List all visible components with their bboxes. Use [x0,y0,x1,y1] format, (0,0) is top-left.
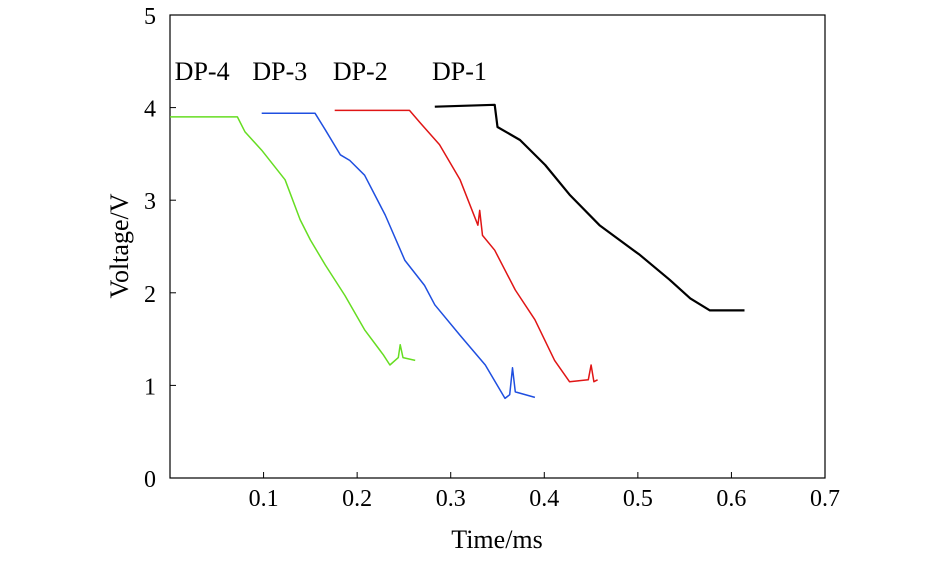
x-tick-label: 0.4 [529,486,559,512]
x-tick-label: 0.6 [716,486,746,512]
y-tick-label: 4 [144,97,156,123]
y-tick-label: 3 [144,189,156,215]
x-tick-label: 0.2 [342,486,372,512]
x-tick-label: 0.1 [249,486,279,512]
y-axis-label: Voltage/V [105,193,134,298]
series-line-dp-4 [170,116,416,366]
plot-frame [169,14,826,479]
series-label-dp-2: DP-2 [333,57,388,86]
y-tick-label: 5 [144,4,156,30]
y-tick-label: 0 [144,467,156,493]
series-label-dp-4: DP-4 [175,57,230,86]
series-label-dp-3: DP-3 [252,57,307,86]
series-line-dp-1 [434,103,745,312]
x-tick-label: 0.5 [623,486,653,512]
y-tick-label: 2 [144,282,156,308]
x-tick-label: 0.3 [436,486,466,512]
series-line-dp-3 [261,112,536,400]
x-axis-label: Time/ms [451,525,543,554]
series-line-dp-2 [334,109,598,383]
series-label-dp-1: DP-1 [432,57,487,86]
y-tick-label: 1 [144,374,156,400]
x-tick-label: 0.7 [810,486,840,512]
